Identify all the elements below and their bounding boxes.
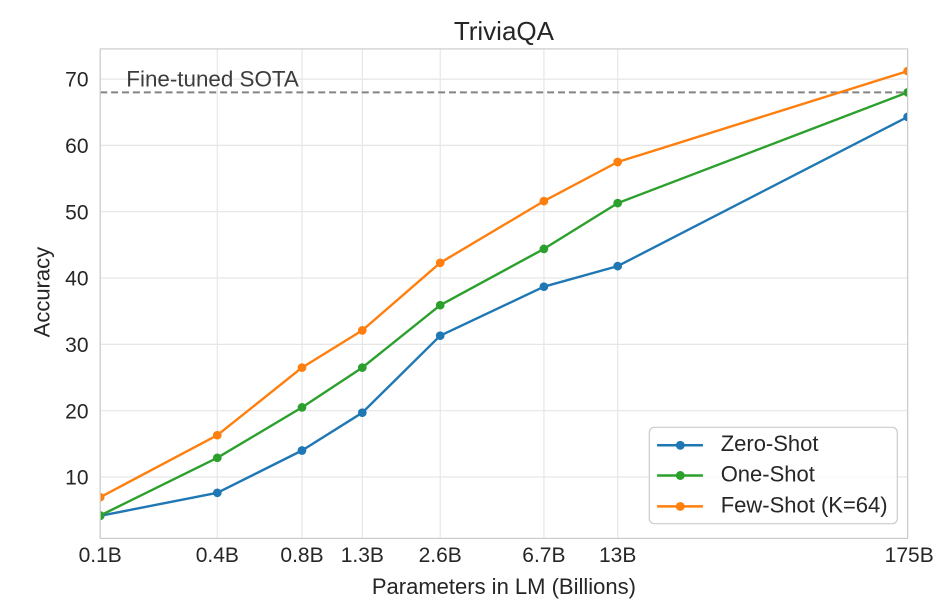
svg-text:2.6B: 2.6B xyxy=(419,544,462,567)
svg-text:TriviaQA: TriviaQA xyxy=(454,16,555,46)
svg-text:Accuracy: Accuracy xyxy=(30,247,55,337)
svg-text:20: 20 xyxy=(65,400,88,423)
svg-text:Zero-Shot: Zero-Shot xyxy=(721,431,819,456)
svg-text:0.1B: 0.1B xyxy=(79,544,122,567)
svg-text:0.8B: 0.8B xyxy=(280,544,323,567)
svg-text:30: 30 xyxy=(65,334,88,357)
svg-text:6.7B: 6.7B xyxy=(522,544,565,567)
svg-text:13B: 13B xyxy=(599,544,636,567)
svg-text:50: 50 xyxy=(65,201,88,224)
svg-text:60: 60 xyxy=(65,135,88,158)
svg-text:0.4B: 0.4B xyxy=(196,544,239,567)
svg-text:1.3B: 1.3B xyxy=(341,544,384,567)
svg-text:175B: 175B xyxy=(885,544,934,567)
svg-text:70: 70 xyxy=(65,69,88,92)
svg-text:Few-Shot (K=64): Few-Shot (K=64) xyxy=(721,492,888,517)
svg-text:Parameters in LM (Billions): Parameters in LM (Billions) xyxy=(372,574,636,599)
svg-text:Fine-tuned SOTA: Fine-tuned SOTA xyxy=(126,67,299,92)
svg-text:One-Shot: One-Shot xyxy=(721,461,815,486)
svg-text:40: 40 xyxy=(65,268,88,291)
svg-text:10: 10 xyxy=(65,467,88,490)
